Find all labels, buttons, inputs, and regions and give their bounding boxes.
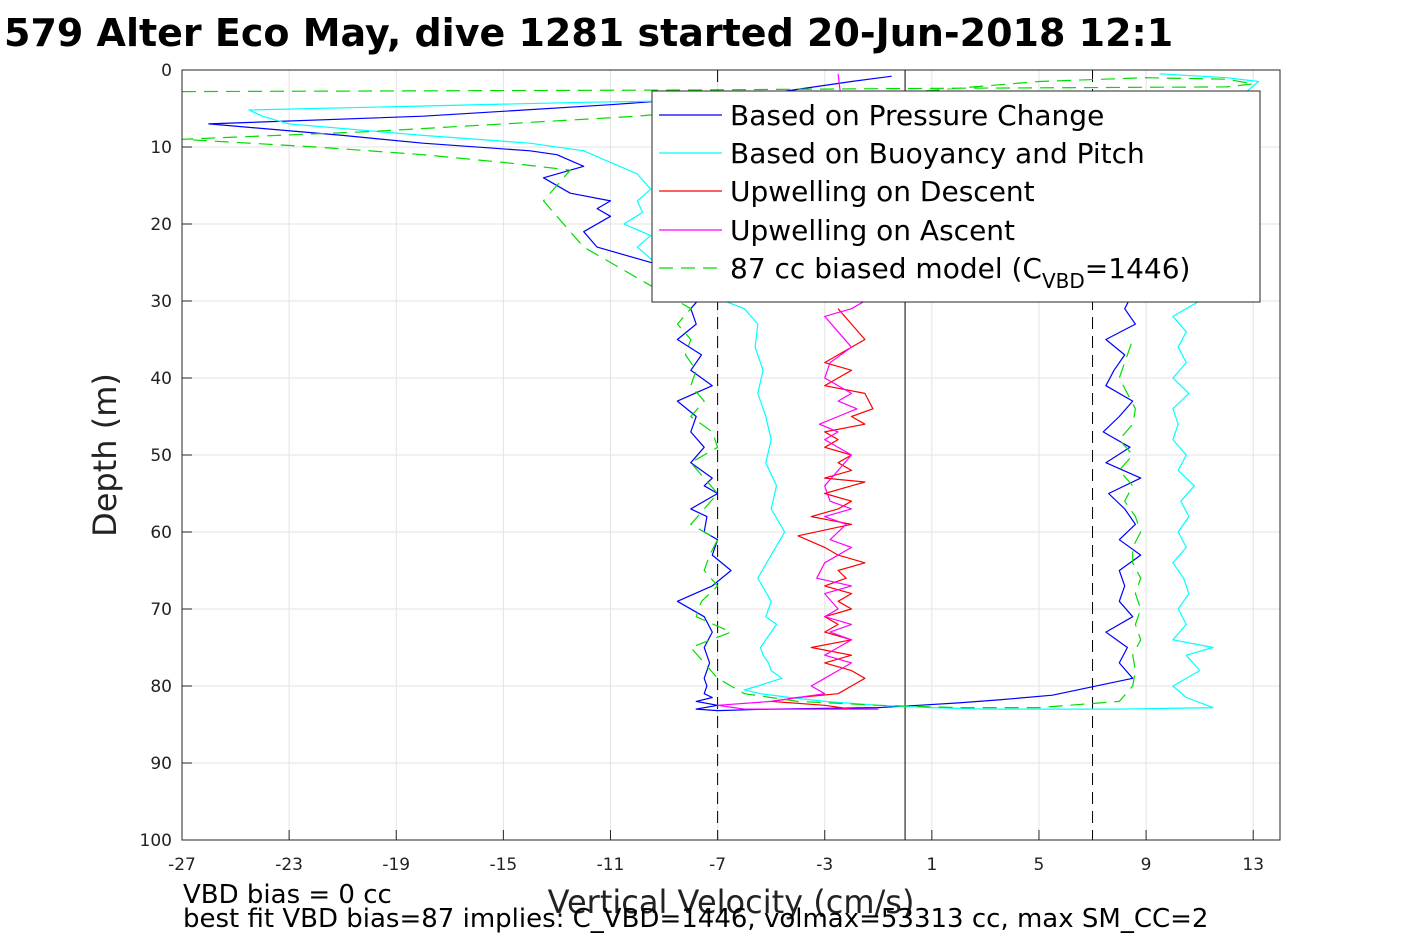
series-line <box>770 308 874 710</box>
y-tick-label: 10 <box>150 138 172 158</box>
x-tick-label: 9 <box>1141 855 1152 875</box>
series-line <box>181 77 1254 709</box>
chart-title: 579 Alter Eco May, dive 1281 started 20-… <box>4 11 1173 55</box>
y-tick-label: 30 <box>150 292 172 312</box>
x-tick-label: -3 <box>816 855 833 875</box>
y-tick-label: 100 <box>140 831 172 851</box>
x-tick-label: -15 <box>489 855 517 875</box>
legend-box <box>651 90 1261 303</box>
x-tick-label: -7 <box>709 855 726 875</box>
x-tick-label: -11 <box>597 855 625 875</box>
y-axis-label: Depth (m) <box>86 373 124 537</box>
legend-label-model: 87 cc biased model (CVBD=1446) <box>730 252 1190 293</box>
x-tick-label: -27 <box>168 855 196 875</box>
plot-series <box>181 73 1260 712</box>
y-tick-label: 50 <box>150 446 172 466</box>
legend-label: Upwelling on Descent <box>730 175 1035 208</box>
x-tick-label: -19 <box>382 855 410 875</box>
x-axis-label: Vertical Velocity (cm/s) <box>548 883 915 921</box>
y-tick-label: 70 <box>150 600 172 620</box>
legend-label: Based on Buoyancy and Pitch <box>730 137 1145 170</box>
x-tick-label: 1 <box>926 855 937 875</box>
series-line <box>716 73 879 710</box>
vbd-bias-note: VBD bias = 0 cc <box>183 880 392 910</box>
series-line <box>208 75 1142 712</box>
y-tick-label: 0 <box>161 61 172 81</box>
y-tick-label: 80 <box>150 677 172 697</box>
legend-label: Based on Pressure Change <box>730 99 1104 132</box>
x-tick-label: 13 <box>1242 855 1264 875</box>
y-tick-label: 60 <box>150 523 172 543</box>
y-tick-label: 40 <box>150 369 172 389</box>
y-tick-label: 20 <box>150 215 172 235</box>
y-tick-label: 90 <box>150 754 172 774</box>
x-tick-label: 5 <box>1034 855 1045 875</box>
best-fit-note: best fit VBD bias=87 implies: C_VBD=1446… <box>183 904 1208 934</box>
legend-label: Upwelling on Ascent <box>730 214 1015 247</box>
axis-ticks: -27 -23 -19 -15 -11 -7 -3 1 5 9 13 0 10 20 30 40 50 60 70 8… <box>140 61 1264 875</box>
x-tick-label: -23 <box>275 855 303 875</box>
legend: Based on Pressure Change Based on Buoyanc… <box>651 90 1261 303</box>
